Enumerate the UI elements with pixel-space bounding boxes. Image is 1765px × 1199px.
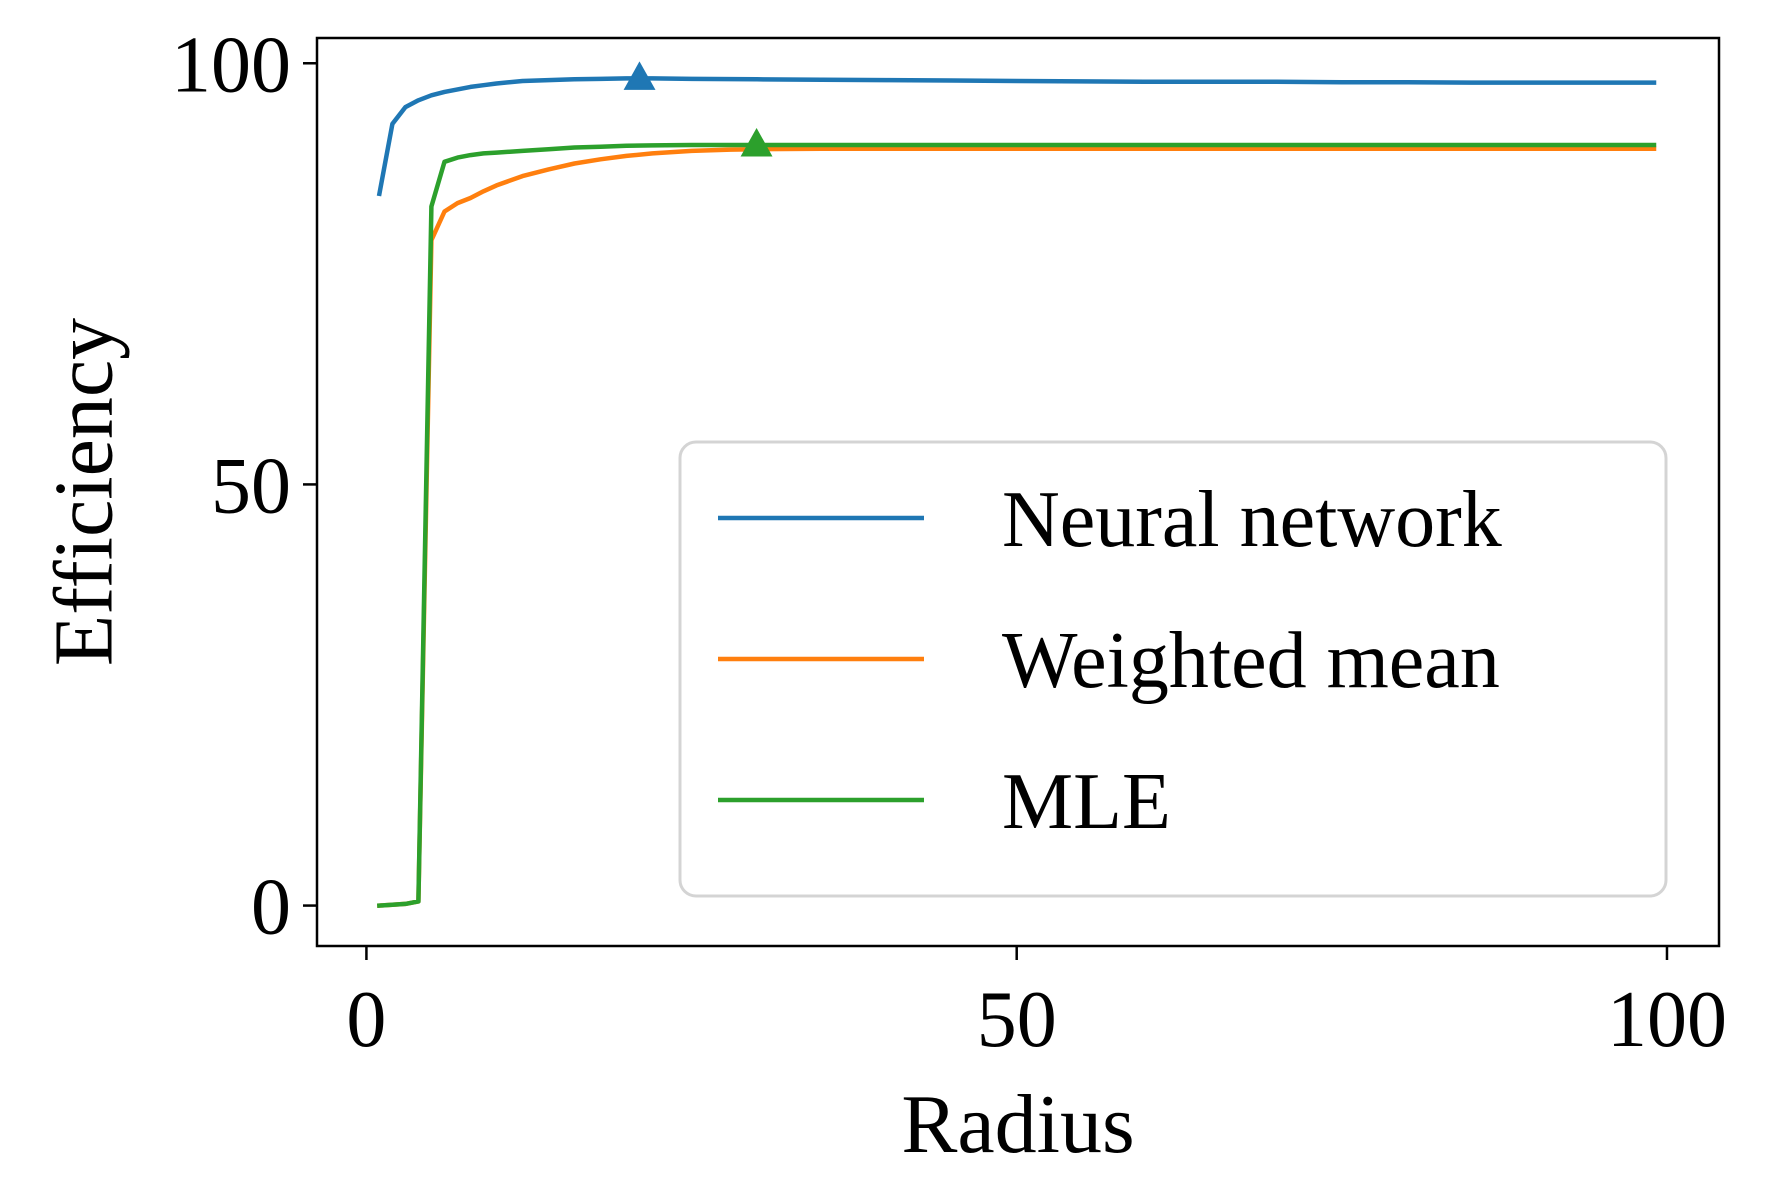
series-line-1: [376, 146, 1657, 909]
x-tick-label-2: 100: [1607, 976, 1727, 1064]
legend-box: [678, 440, 1668, 898]
x-tick-label-1: 50: [977, 976, 1057, 1064]
plot-frame: [315, 36, 1721, 948]
legend-label-1: Weighted mean: [1002, 617, 1500, 705]
legend-label-0: Neural network: [1002, 476, 1502, 564]
x-axis-label: Radius: [901, 1078, 1134, 1171]
x-axis-ticks: 0 50 100: [346, 946, 1727, 1064]
y-axis-label: Efficiency: [37, 318, 130, 666]
legend: Neural network Weighted mean MLE: [678, 440, 1668, 898]
y-tick-label-1: 50: [211, 442, 291, 530]
y-tick-label-2: 100: [171, 21, 291, 109]
series-marker-2: [740, 127, 773, 157]
series-line-2: [376, 142, 1657, 909]
series-marker-0: [623, 61, 656, 90]
marker-layer: [623, 61, 773, 157]
y-axis-ticks: 0 50 100: [171, 21, 317, 952]
x-tick-label-0: 0: [346, 976, 386, 1064]
y-tick-label-0: 0: [251, 864, 291, 952]
series-layer: [376, 76, 1657, 909]
legend-label-2: MLE: [1002, 758, 1171, 846]
series-line-0: [376, 76, 1657, 197]
